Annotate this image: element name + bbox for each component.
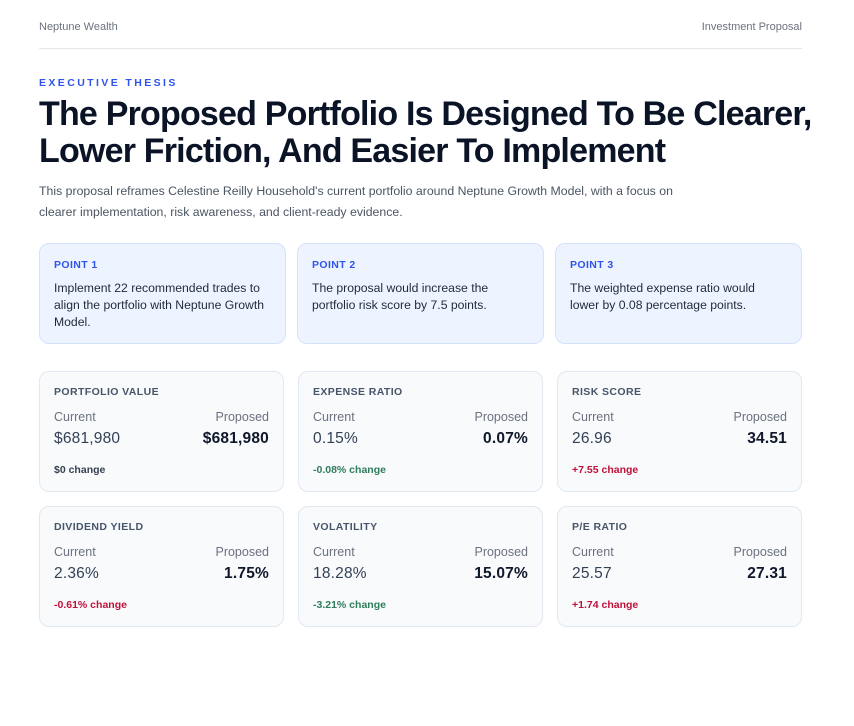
change-indicator: -0.61% change <box>54 599 127 611</box>
top-bar: Neptune Wealth Investment Proposal <box>39 0 802 49</box>
point-text: The proposal would increase the portfoli… <box>312 281 489 312</box>
proposed-value: 0.07% <box>483 430 528 447</box>
point-label: POINT 3 <box>570 259 614 271</box>
change-indicator: -0.08% change <box>313 464 386 476</box>
metric-label: VOLATILITY <box>313 521 378 533</box>
intro-paragraph: This proposal reframes Celestine Reilly … <box>39 184 673 219</box>
metric-label: EXPENSE RATIO <box>313 386 403 398</box>
change-indicator: +1.74 change <box>572 599 639 611</box>
current-header: Current <box>313 410 355 424</box>
current-value: 26.96 <box>572 430 612 447</box>
change-indicator: $0 change <box>54 464 106 476</box>
metric-label: RISK SCORE <box>572 386 642 398</box>
metrics-grid: PORTFOLIO VALUE Current Proposed $681,98… <box>39 371 802 627</box>
change-indicator: +7.55 change <box>572 464 639 476</box>
section-eyebrow: EXECUTIVE THESIS <box>39 77 178 89</box>
current-value: 0.15% <box>313 430 358 447</box>
metric-card-portfolio-value: PORTFOLIO VALUE Current Proposed $681,98… <box>39 371 284 492</box>
proposal-page: Neptune Wealth Investment Proposal EXECU… <box>39 0 812 627</box>
proposed-value: 1.75% <box>224 565 269 582</box>
page-title: The Proposed Portfolio Is Designed To Be… <box>39 95 812 170</box>
point-card-2: POINT 2 The proposal would increase the … <box>297 243 544 344</box>
point-label: POINT 2 <box>312 259 356 271</box>
metric-card-volatility: VOLATILITY Current Proposed 18.28% 15.07… <box>298 506 543 627</box>
change-indicator: -3.21% change <box>313 599 386 611</box>
metric-label: PORTFOLIO VALUE <box>54 386 159 398</box>
metric-label: P/E RATIO <box>572 521 628 533</box>
current-header: Current <box>572 545 614 559</box>
proposed-header: Proposed <box>215 410 269 424</box>
current-header: Current <box>54 410 96 424</box>
point-card-3: POINT 3 The weighted expense ratio would… <box>555 243 802 344</box>
current-value: 18.28% <box>313 565 367 582</box>
metric-card-dividend-yield: DIVIDEND YIELD Current Proposed 2.36% 1.… <box>39 506 284 627</box>
point-text: Implement 22 recommended trades to align… <box>54 281 265 329</box>
current-header: Current <box>313 545 355 559</box>
current-value: 2.36% <box>54 565 99 582</box>
proposed-header: Proposed <box>474 410 528 424</box>
metric-card-expense-ratio: EXPENSE RATIO Current Proposed 0.15% 0.0… <box>298 371 543 492</box>
current-value: 25.57 <box>572 565 612 582</box>
point-label: POINT 1 <box>54 259 98 271</box>
brand-name: Neptune Wealth <box>39 21 118 33</box>
proposed-header: Proposed <box>215 545 269 559</box>
proposed-header: Proposed <box>733 410 787 424</box>
metric-card-risk-score: RISK SCORE Current Proposed 26.96 34.51 … <box>557 371 802 492</box>
metric-label: DIVIDEND YIELD <box>54 521 144 533</box>
current-header: Current <box>572 410 614 424</box>
current-header: Current <box>54 545 96 559</box>
point-text: The weighted expense ratio would lower b… <box>570 281 755 312</box>
proposed-value: 27.31 <box>747 565 787 582</box>
proposed-value: $681,980 <box>202 430 269 447</box>
point-card-1: POINT 1 Implement 22 recommended trades … <box>39 243 286 344</box>
proposed-value: 15.07% <box>474 565 528 582</box>
proposed-header: Proposed <box>733 545 787 559</box>
key-points: POINT 1 Implement 22 recommended trades … <box>39 243 802 344</box>
current-value: $681,980 <box>54 430 121 447</box>
document-type: Investment Proposal <box>701 21 802 33</box>
proposed-header: Proposed <box>474 545 528 559</box>
proposed-value: 34.51 <box>747 430 787 447</box>
metric-card-pe-ratio: P/E RATIO Current Proposed 25.57 27.31 +… <box>557 506 802 627</box>
